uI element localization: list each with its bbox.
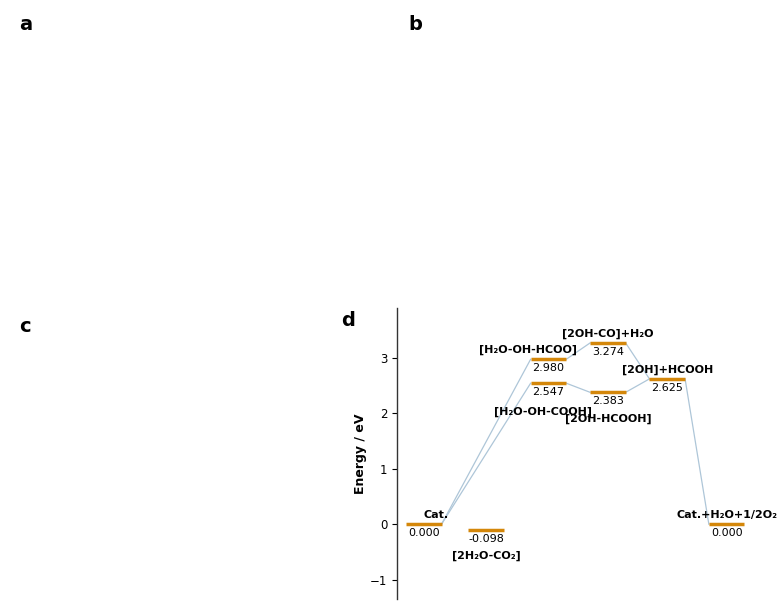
Text: -0.098: -0.098 xyxy=(468,534,504,543)
Text: [H₂O-OH-HCOO]: [H₂O-OH-HCOO] xyxy=(478,345,576,355)
Text: b: b xyxy=(408,15,422,34)
Text: 2.383: 2.383 xyxy=(592,396,624,406)
Text: 2.547: 2.547 xyxy=(533,387,565,397)
Text: Cat.+H₂O+1/2O₂: Cat.+H₂O+1/2O₂ xyxy=(676,511,777,520)
Text: 2.625: 2.625 xyxy=(651,383,683,393)
Text: 0.000: 0.000 xyxy=(408,528,439,538)
Text: Cat.: Cat. xyxy=(424,511,449,520)
Text: [H₂O-OH-COOH]: [H₂O-OH-COOH] xyxy=(494,407,591,417)
Text: [2OH]+HCOOH: [2OH]+HCOOH xyxy=(622,365,713,375)
Text: 3.274: 3.274 xyxy=(592,347,624,357)
Text: c: c xyxy=(19,317,30,336)
Text: [2OH-HCOOH]: [2OH-HCOOH] xyxy=(565,413,651,424)
Text: [2H₂O-CO₂]: [2H₂O-CO₂] xyxy=(452,551,520,561)
Y-axis label: Energy / eV: Energy / eV xyxy=(354,413,367,494)
Text: 0.000: 0.000 xyxy=(711,528,742,538)
Text: [2OH-CO]+H₂O: [2OH-CO]+H₂O xyxy=(562,329,654,339)
Text: d: d xyxy=(341,311,354,330)
Text: 2.980: 2.980 xyxy=(533,363,565,373)
Text: a: a xyxy=(19,15,32,34)
